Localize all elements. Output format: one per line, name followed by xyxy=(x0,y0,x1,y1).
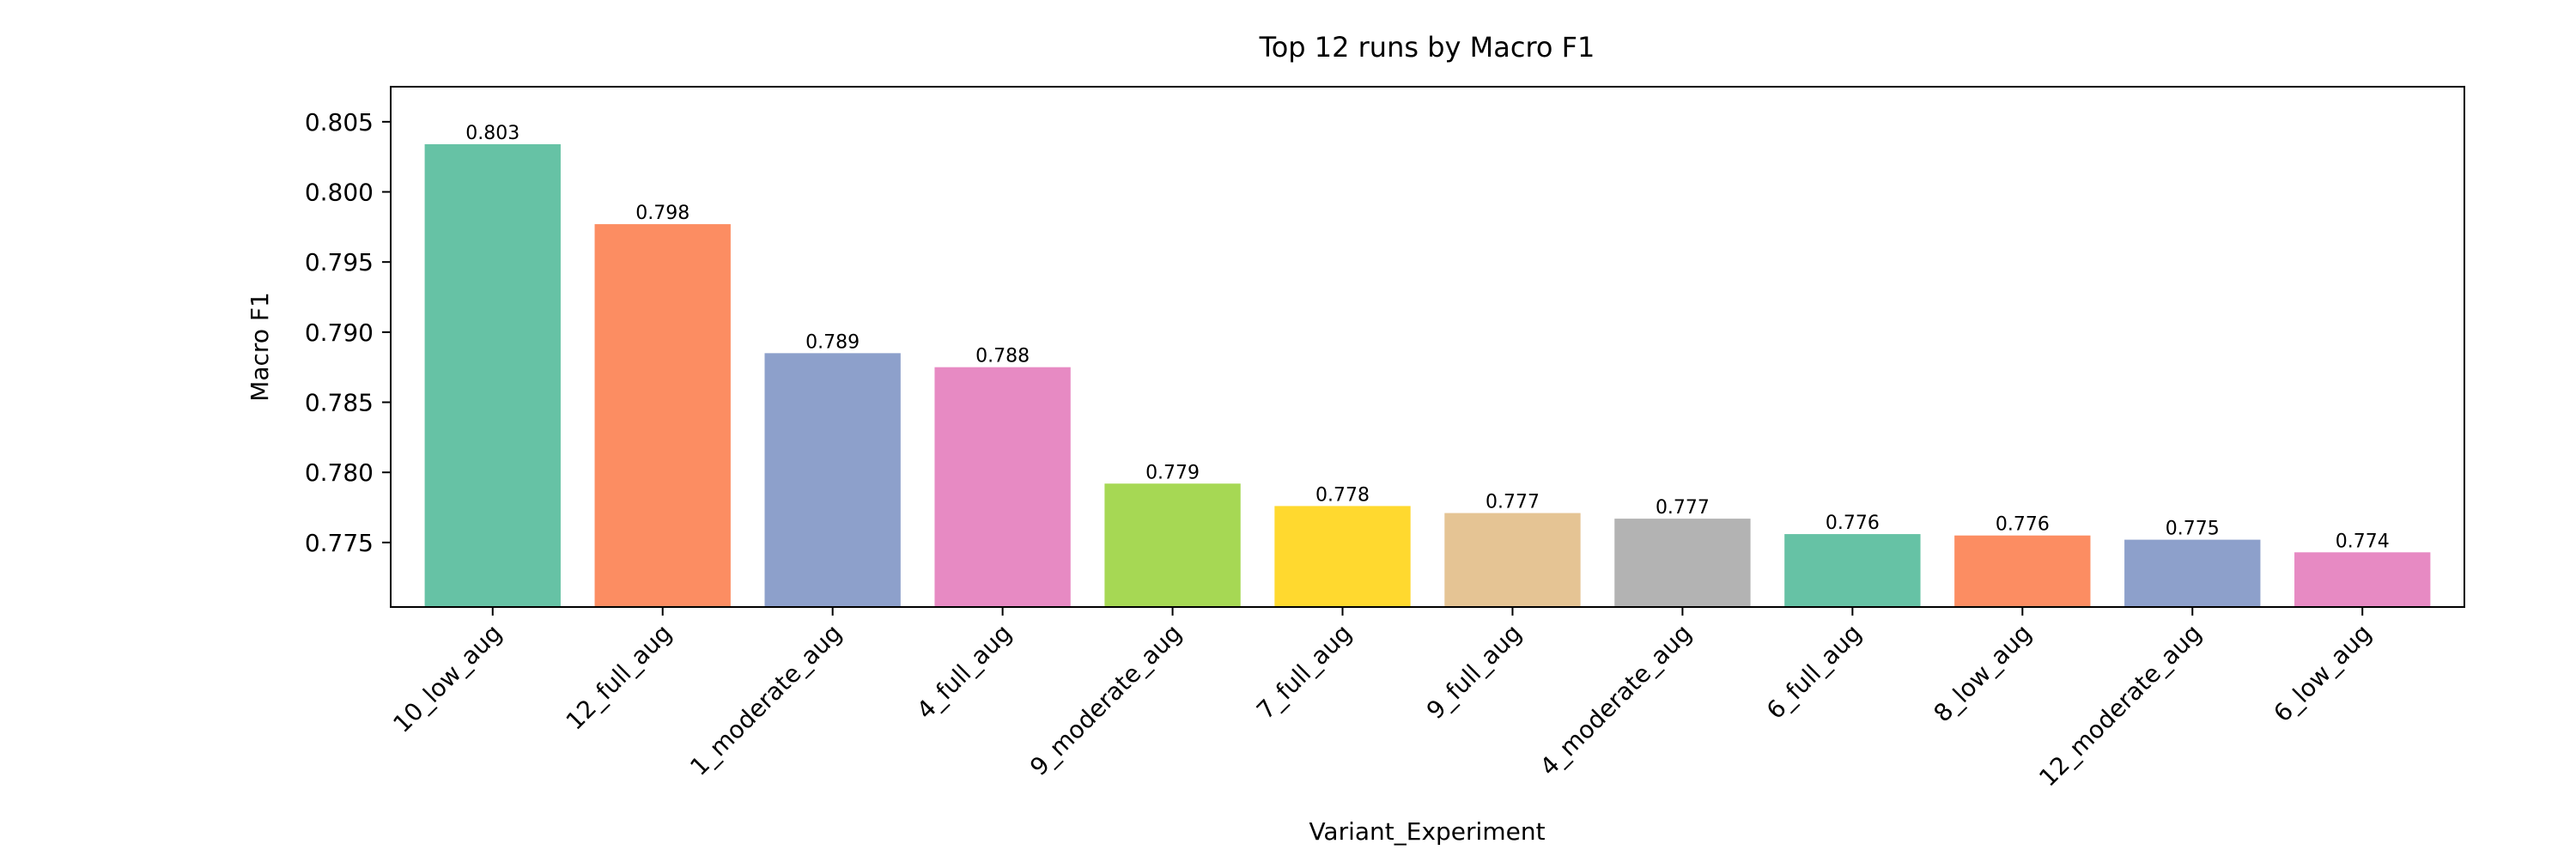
y-axis-label: Macro F1 xyxy=(246,292,274,402)
bar-4_moderate_aug xyxy=(1614,519,1751,607)
bar-12_full_aug xyxy=(594,224,731,607)
y-axis: 0.775 0.780 0.785 0.790 0.795 0.800 0.805 xyxy=(305,108,391,557)
data-label-9_moderate_aug: 0.779 xyxy=(1145,462,1200,483)
x-tick-label-8_low_aug: 8_low_aug xyxy=(1928,619,2037,728)
data-label-9_full_aug: 0.777 xyxy=(1485,492,1540,513)
data-label-7_full_aug: 0.778 xyxy=(1315,484,1370,506)
x-tick-label-4_full_aug: 4_full_aug xyxy=(911,619,1018,725)
data-label-12_full_aug: 0.798 xyxy=(635,203,690,224)
x-tick-label-4_moderate_aug: 4_moderate_aug xyxy=(1534,619,1697,781)
x-tick-label-1_moderate_aug: 1_moderate_aug xyxy=(684,619,847,781)
y-tick-label: 0.805 xyxy=(305,108,374,137)
y-tick-label: 0.800 xyxy=(305,179,374,207)
y-tick-label: 0.785 xyxy=(305,389,374,417)
x-tick-label-6_full_aug: 6_full_aug xyxy=(1761,619,1868,725)
data-labels-group: 0.803 0.798 0.789 0.788 0.779 0.778 0.777 0.777… xyxy=(465,123,2389,552)
x-axis-label: Variant_Experiment xyxy=(1309,817,1545,846)
bar-1_moderate_aug xyxy=(764,353,901,607)
bars-group xyxy=(424,143,2431,608)
x-tick-label-12_moderate_aug: 12_moderate_aug xyxy=(2033,619,2207,792)
bar-8_low_aug xyxy=(1954,535,2091,607)
bar-6_low_aug xyxy=(2294,552,2431,607)
bar-7_full_aug xyxy=(1274,506,1411,607)
data-label-4_full_aug: 0.788 xyxy=(975,346,1030,367)
y-tick-label: 0.780 xyxy=(305,458,374,487)
x-tick-label-12_full_aug: 12_full_aug xyxy=(561,619,677,736)
data-label-10_low_aug: 0.803 xyxy=(465,123,519,144)
x-tick-label-7_full_aug: 7_full_aug xyxy=(1251,619,1358,725)
bar-12_moderate_aug xyxy=(2124,539,2261,607)
data-label-1_moderate_aug: 0.789 xyxy=(805,331,860,353)
data-label-4_moderate_aug: 0.777 xyxy=(1656,497,1710,519)
bar-9_moderate_aug xyxy=(1104,483,1241,607)
data-label-8_low_aug: 0.776 xyxy=(1996,514,2050,536)
y-tick-label: 0.775 xyxy=(305,529,374,557)
y-tick-label: 0.790 xyxy=(305,319,374,347)
x-tick-label-9_full_aug: 9_full_aug xyxy=(1421,619,1528,725)
x-tick-label-10_low_aug: 10_low_aug xyxy=(387,619,507,738)
data-label-6_low_aug: 0.774 xyxy=(2336,531,2390,552)
bar-6_full_aug xyxy=(1784,534,1921,607)
x-tick-label-6_low_aug: 6_low_aug xyxy=(2268,619,2377,728)
plot-frame xyxy=(390,86,2465,608)
chart-title: Top 12 runs by Macro F1 xyxy=(1259,31,1595,64)
data-label-6_full_aug: 0.776 xyxy=(1826,513,1880,534)
data-label-12_moderate_aug: 0.775 xyxy=(2166,519,2220,540)
bar-4_full_aug xyxy=(934,367,1071,607)
bar-10_low_aug xyxy=(424,143,561,608)
x-tick-label-9_moderate_aug: 9_moderate_aug xyxy=(1024,619,1187,781)
bar-9_full_aug xyxy=(1444,513,1581,607)
y-tick-label: 0.795 xyxy=(305,248,374,276)
x-axis: 10_low_aug 12_full_aug 1_moderate_aug 4_ful… xyxy=(387,607,2377,792)
